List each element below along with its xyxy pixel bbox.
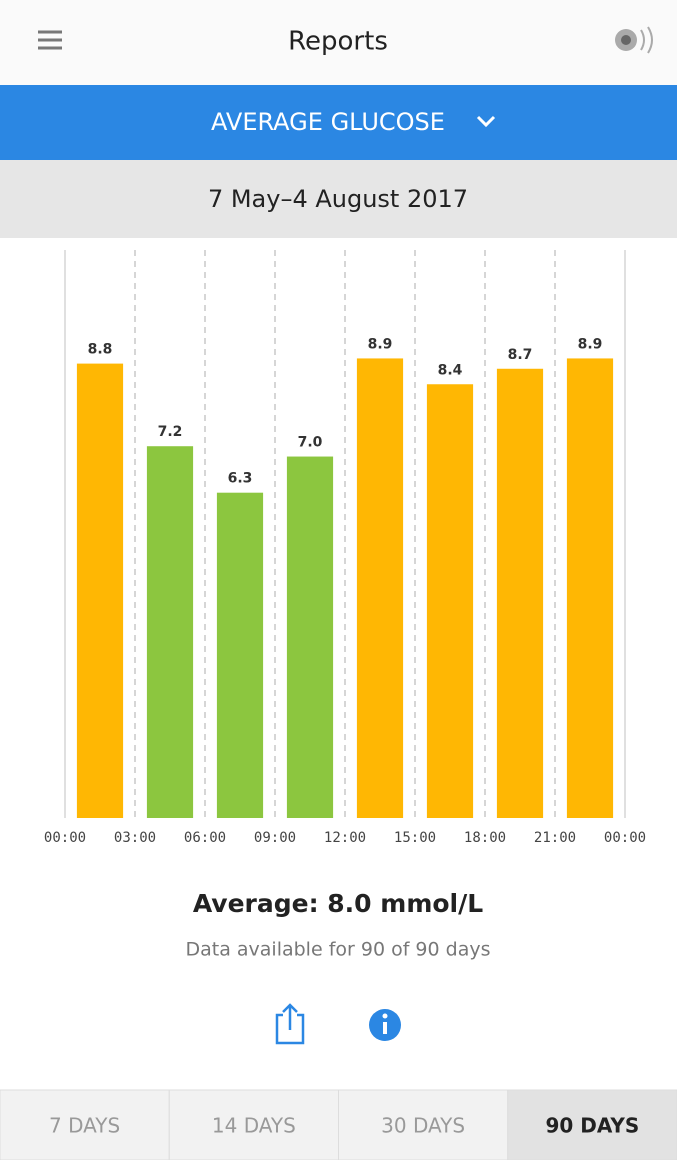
x-tick-label: 00:00: [44, 830, 86, 846]
bar: [286, 456, 334, 818]
value-label: 8.4: [438, 362, 463, 378]
x-tick-label: 09:00: [254, 830, 296, 846]
x-tick-label: 15:00: [394, 830, 436, 846]
tab-label[interactable]: 30 DAYS: [381, 1114, 465, 1138]
tab-label[interactable]: 7 DAYS: [49, 1114, 120, 1138]
selector-bar[interactable]: [0, 85, 677, 160]
share-icon[interactable]: [275, 1003, 305, 1045]
bar: [496, 368, 544, 818]
x-tick-label: 18:00: [464, 830, 506, 846]
header-title: Reports: [288, 27, 388, 57]
header-bar: [0, 0, 677, 85]
bar: [216, 492, 264, 818]
tab[interactable]: [168, 1089, 339, 1160]
info-icon[interactable]: [369, 1009, 401, 1041]
bar: [426, 384, 474, 818]
bar: [146, 446, 194, 818]
menu-icon[interactable]: [38, 30, 62, 50]
date-range: 7 May–4 August 2017: [208, 185, 468, 213]
x-tick-label: 00:00: [604, 830, 646, 846]
tab[interactable]: [338, 1089, 509, 1160]
bar: [356, 358, 404, 818]
x-tick-label: 21:00: [534, 830, 576, 846]
value-label: 8.8: [88, 342, 113, 358]
value-label: 7.0: [298, 435, 323, 451]
date-bar: [0, 160, 677, 238]
report-selector[interactable]: AVERAGE GLUCOSE: [211, 108, 445, 136]
chart: 00:00 03:00 06:00 09:00 12:00 15:00 18:00 21:00…: [44, 250, 646, 846]
value-label: 8.7: [508, 347, 533, 363]
tab-label[interactable]: 90 DAYS: [545, 1114, 639, 1138]
sensor-icon[interactable]: [615, 26, 653, 54]
chevron: [476, 115, 496, 128]
value-label: 7.2: [158, 424, 183, 440]
value-label: 8.9: [368, 336, 393, 352]
x-tick-label: 03:00: [114, 830, 156, 846]
tab[interactable]: [507, 1089, 677, 1160]
bar: [566, 358, 614, 818]
tabs: 7 DAYS 14 DAYS 30 DAYS 90 DAYS: [0, 1089, 677, 1160]
x-tick-label: 12:00: [324, 830, 366, 846]
x-tick-label: 06:00: [184, 830, 226, 846]
availability: Data available for 90 of 90 days: [185, 939, 490, 961]
tab-label[interactable]: 14 DAYS: [212, 1114, 296, 1138]
value-label: 6.3: [228, 471, 253, 487]
average: Average: 8.0 mmol/L: [193, 889, 483, 918]
value-label: 8.9: [578, 336, 603, 352]
bar: [76, 363, 124, 818]
